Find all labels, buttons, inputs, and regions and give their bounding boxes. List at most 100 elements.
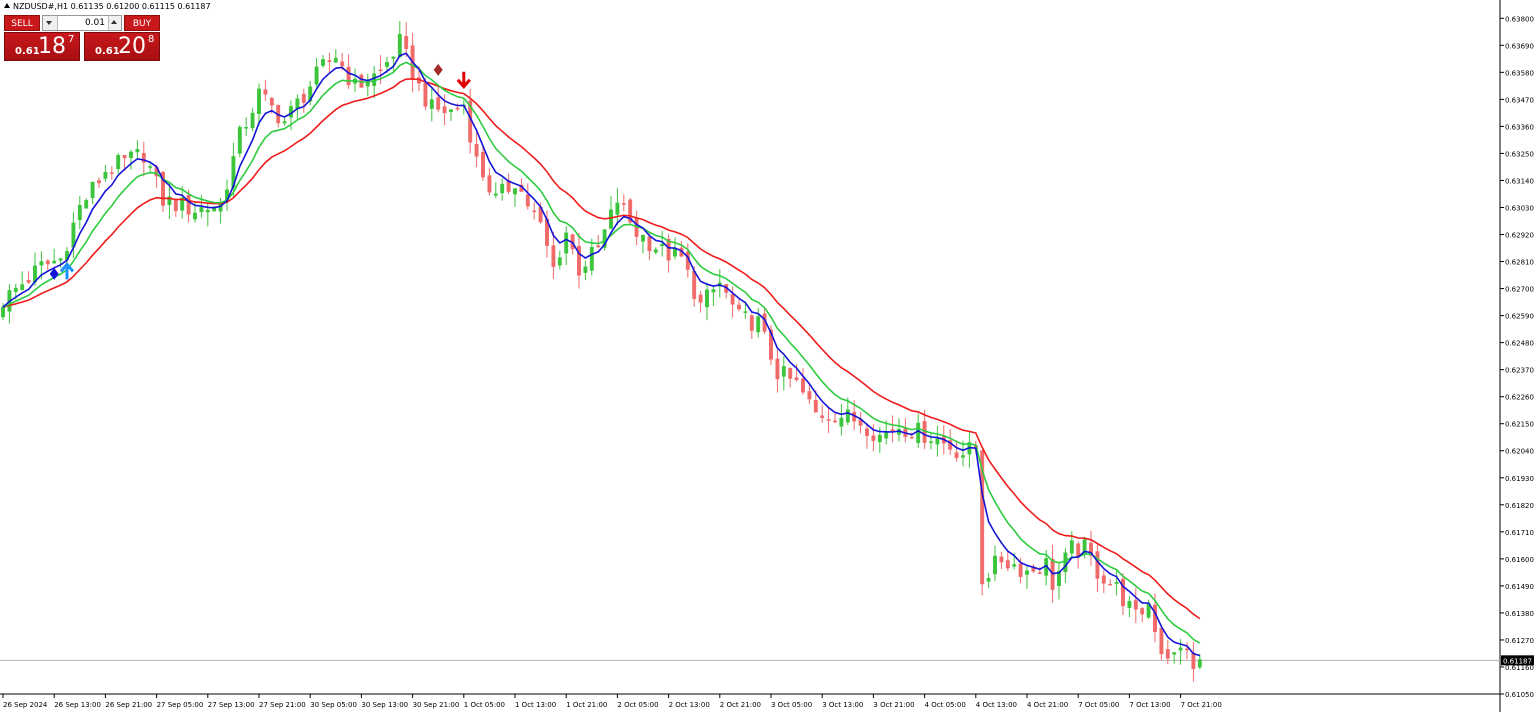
candle-body xyxy=(1133,600,1138,610)
lot-size-field[interactable]: 0.01 xyxy=(42,15,122,31)
lot-increase-icon[interactable] xyxy=(108,16,121,30)
candle-body xyxy=(647,236,652,252)
candle-body xyxy=(557,257,562,266)
price-tick-label: 0.63800 xyxy=(1505,15,1534,23)
candle-body xyxy=(173,200,178,212)
candle-body xyxy=(481,151,485,178)
time-tick-label: 27 Sep 13:00 xyxy=(208,701,255,709)
time-tick-label: 1 Oct 05:00 xyxy=(464,701,505,709)
candle-body xyxy=(269,97,274,106)
candle-body xyxy=(615,202,620,215)
time-tick-label: 30 Sep 05:00 xyxy=(310,701,357,709)
candle-body xyxy=(589,247,594,271)
candle-body xyxy=(500,183,505,194)
candle-body xyxy=(212,207,217,212)
candle-body xyxy=(1197,659,1202,668)
time-tick-label: 26 Sep 2024 xyxy=(3,701,48,709)
price-tick-label: 0.61490 xyxy=(1505,583,1534,591)
candle-body xyxy=(109,172,114,174)
candle-body xyxy=(84,199,89,209)
time-tick-label: 4 Oct 05:00 xyxy=(925,701,966,709)
lot-size-value[interactable]: 0.01 xyxy=(84,18,105,28)
time-tick-label: 3 Oct 21:00 xyxy=(873,701,914,709)
price-tick-label: 0.62370 xyxy=(1505,367,1534,375)
time-tick-label: 3 Oct 05:00 xyxy=(771,701,812,709)
candle-body xyxy=(916,422,921,443)
signal-diamond-icon xyxy=(49,267,59,280)
menu-triangle-icon[interactable] xyxy=(4,3,10,8)
candle-body xyxy=(999,556,1004,563)
price-tick-label: 0.61600 xyxy=(1505,556,1534,564)
candle-body xyxy=(532,210,537,213)
price-tick-label: 0.61160 xyxy=(1505,664,1534,672)
candle-body xyxy=(1153,604,1157,633)
price-tick-label: 0.61710 xyxy=(1505,529,1534,537)
candle-body xyxy=(769,329,773,360)
buy-price-box[interactable]: 0.61 20 8 xyxy=(84,32,160,61)
candle-body xyxy=(641,234,645,242)
candle-body xyxy=(346,66,351,86)
candle-body xyxy=(621,203,626,205)
time-tick-label: 1 Oct 21:00 xyxy=(566,701,607,709)
candle-body xyxy=(1025,570,1029,575)
candle-body xyxy=(813,399,818,413)
buy-button[interactable]: BUY xyxy=(124,15,160,31)
candle-body xyxy=(660,243,665,247)
candle-body xyxy=(801,378,805,393)
time-tick-label: 7 Oct 13:00 xyxy=(1129,701,1170,709)
candle-body xyxy=(1159,627,1164,655)
current-price-tag xyxy=(1501,655,1534,666)
price-tick-label: 0.63470 xyxy=(1505,96,1534,104)
buy-price-fraction: 8 xyxy=(148,34,155,45)
time-tick-label: 1 Oct 13:00 xyxy=(515,701,556,709)
sell-button[interactable]: SELL xyxy=(4,15,40,31)
candle-body xyxy=(583,266,588,273)
candle-body xyxy=(282,121,287,124)
candle-body xyxy=(45,260,50,265)
candle-body xyxy=(404,36,409,49)
time-tick-label: 2 Oct 13:00 xyxy=(669,701,710,709)
candle-body xyxy=(884,432,889,439)
candle-body xyxy=(39,261,44,266)
candle-body xyxy=(378,69,383,72)
price-tick-label: 0.62590 xyxy=(1505,313,1534,321)
buy-price-prefix: 0.61 xyxy=(95,46,120,57)
ema-slow-line xyxy=(2,78,1201,620)
time-tick-label: 30 Sep 13:00 xyxy=(361,701,408,709)
candle-body xyxy=(122,155,127,159)
candle-body xyxy=(148,166,153,168)
candle-body xyxy=(397,33,402,58)
signal-diamond-icon xyxy=(433,63,443,76)
candle-body xyxy=(13,287,18,292)
candle-body xyxy=(749,315,754,331)
candle-body xyxy=(263,89,268,95)
candle-body xyxy=(365,82,370,87)
candle-body xyxy=(180,197,185,211)
candle-body xyxy=(340,61,345,67)
price-tick-label: 0.62260 xyxy=(1505,394,1534,402)
candle-body xyxy=(954,452,959,458)
candle-body xyxy=(199,207,204,212)
candle-body xyxy=(1140,608,1145,615)
sell-price-box[interactable]: 0.61 18 7 xyxy=(4,32,80,61)
candle-body xyxy=(673,248,677,257)
buy-arrow-icon xyxy=(59,262,75,280)
price-tick-label: 0.61380 xyxy=(1505,610,1534,618)
candle-body xyxy=(730,294,735,305)
price-tick-label: 0.61820 xyxy=(1505,502,1534,510)
candle-body xyxy=(839,417,844,427)
candle-body xyxy=(391,56,396,59)
candle-body xyxy=(77,205,82,221)
lot-dropdown-icon[interactable] xyxy=(43,16,58,30)
time-tick-label: 26 Sep 13:00 xyxy=(54,701,101,709)
candle-body xyxy=(564,232,569,254)
candle-body xyxy=(1121,578,1125,607)
candle-body xyxy=(129,151,133,158)
price-tick-label: 0.61050 xyxy=(1505,691,1534,699)
candle-body xyxy=(321,59,325,66)
time-tick-label: 3 Oct 13:00 xyxy=(822,701,863,709)
price-tick-label: 0.62480 xyxy=(1505,340,1534,348)
candle-body xyxy=(493,193,498,196)
candle-body xyxy=(513,188,517,195)
